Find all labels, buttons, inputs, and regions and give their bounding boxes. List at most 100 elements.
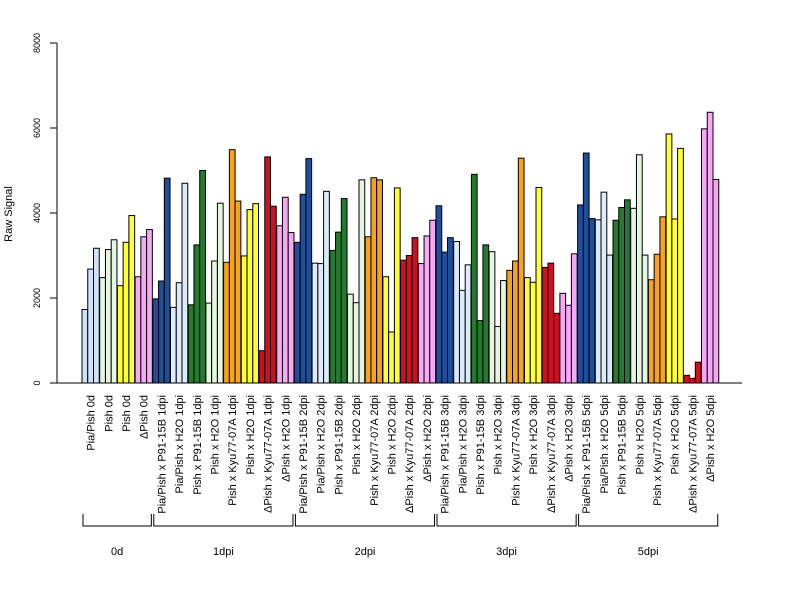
x-tick-label: Pish x H2O 1dpi <box>245 395 257 474</box>
bar <box>264 156 271 384</box>
bar <box>565 304 572 384</box>
bar <box>199 170 206 384</box>
x-tick-label: ΔPish x Kyu77-07A 5dpi <box>687 395 699 513</box>
bar <box>512 260 519 384</box>
bar <box>405 255 413 384</box>
bar <box>364 236 372 384</box>
group-label: 3dpi <box>496 546 517 558</box>
bar <box>347 293 354 384</box>
bar <box>624 199 631 384</box>
bar <box>252 203 260 384</box>
bar <box>110 239 118 384</box>
bar <box>140 236 148 384</box>
bar <box>488 251 496 384</box>
bar <box>500 280 507 384</box>
bar <box>240 255 248 384</box>
bar <box>570 253 578 384</box>
x-tick-label: Pish x H2O 2dpi <box>351 395 363 474</box>
bar <box>612 219 620 384</box>
x-tick-label: Pish x P91-15B 5dpi <box>617 395 629 495</box>
bar <box>494 325 502 384</box>
bar <box>594 219 602 384</box>
bar <box>228 149 236 384</box>
bar <box>429 219 437 384</box>
bar <box>270 205 277 384</box>
x-tick-label: ΔPish x Kyu77-07A 2dpi <box>404 395 416 513</box>
bar <box>158 280 165 384</box>
x-tick-label: Pia/Pish x H2O 5dpi <box>599 395 611 493</box>
x-tick-label: Pish x H2O 3dpi <box>493 395 505 474</box>
bar <box>630 207 637 384</box>
x-tick-label: Pish x H2O 5dpi <box>634 395 646 474</box>
bar <box>122 241 130 384</box>
group-bracket <box>153 514 294 527</box>
bar <box>423 235 431 384</box>
bar <box>163 177 171 384</box>
x-tick-label: Pia/Pish x H2O 3dpi <box>457 395 469 493</box>
bar <box>340 198 348 384</box>
bar <box>677 147 684 384</box>
x-tick-label: ΔPish x H2O 5dpi <box>705 395 717 482</box>
x-tick-label: Pia/Pish x P91-15B 5dpi <box>581 395 593 514</box>
x-tick-label: Pish x H2O 3dpi <box>528 395 540 474</box>
bar <box>281 196 289 384</box>
bar <box>287 232 295 384</box>
bar <box>529 281 537 384</box>
bar <box>370 177 378 384</box>
bar <box>388 331 395 384</box>
group-bracket <box>82 514 152 527</box>
bar <box>99 277 106 384</box>
bar <box>181 182 189 384</box>
bar <box>223 261 230 384</box>
bar <box>553 312 560 384</box>
x-tick-label: Pish 0d <box>121 395 133 432</box>
bar <box>323 190 330 384</box>
bar <box>524 277 531 384</box>
bar <box>205 302 213 384</box>
y-tick-label: 0 <box>32 380 42 385</box>
x-tick-label: Pia/Pish x P91-15B 2dpi <box>298 395 310 514</box>
bar <box>216 202 224 384</box>
x-tick-label: Pish x Kyu77-07A 5dpi <box>652 395 664 506</box>
bar <box>588 218 596 384</box>
y-axis: 0 2000 4000 6000 8000 <box>32 33 58 386</box>
bar <box>81 308 89 384</box>
bar <box>441 251 448 384</box>
x-tick-label: Pia/Pish x H2O 2dpi <box>316 395 328 493</box>
bar <box>482 244 490 384</box>
y-axis-label: Raw Signal <box>3 186 15 242</box>
group-bracket <box>578 514 719 527</box>
bar <box>453 240 460 384</box>
bar <box>541 266 549 384</box>
x-tick-label: ΔPish x Kyu77-07A 1dpi <box>263 395 275 513</box>
group-bracket <box>436 514 577 527</box>
bar <box>618 206 625 384</box>
bar <box>417 263 425 384</box>
bar <box>464 264 472 384</box>
bar <box>447 237 454 384</box>
bar <box>293 241 301 384</box>
bar <box>276 225 283 384</box>
y-tick-label: 8000 <box>32 33 42 53</box>
group-bracket <box>294 514 436 527</box>
bar <box>393 187 401 384</box>
x-tick-label: Pish 0d <box>103 395 115 432</box>
bar <box>712 178 720 384</box>
bar <box>152 298 160 384</box>
bar <box>93 247 100 384</box>
bar <box>506 269 514 384</box>
x-tick-label: Pish x P91-15B 1dpi <box>192 395 204 495</box>
bar <box>234 200 242 384</box>
bar <box>311 262 319 384</box>
x-tick-label: Pish x H2O 5dpi <box>670 395 682 474</box>
group-label: 2dpi <box>355 546 376 558</box>
x-tick-label: Pish x Kyu77-07A 3dpi <box>510 395 522 506</box>
bar <box>352 302 360 384</box>
bar <box>187 304 195 384</box>
bar <box>411 237 419 384</box>
bar <box>635 154 643 384</box>
x-tick-label: Pia/Pish x P91-15B 1dpi <box>156 395 168 514</box>
group-label: 0d <box>111 546 123 558</box>
group-brackets: 0d 1dpi 2dpi 3dpi 5dpi <box>82 514 719 558</box>
